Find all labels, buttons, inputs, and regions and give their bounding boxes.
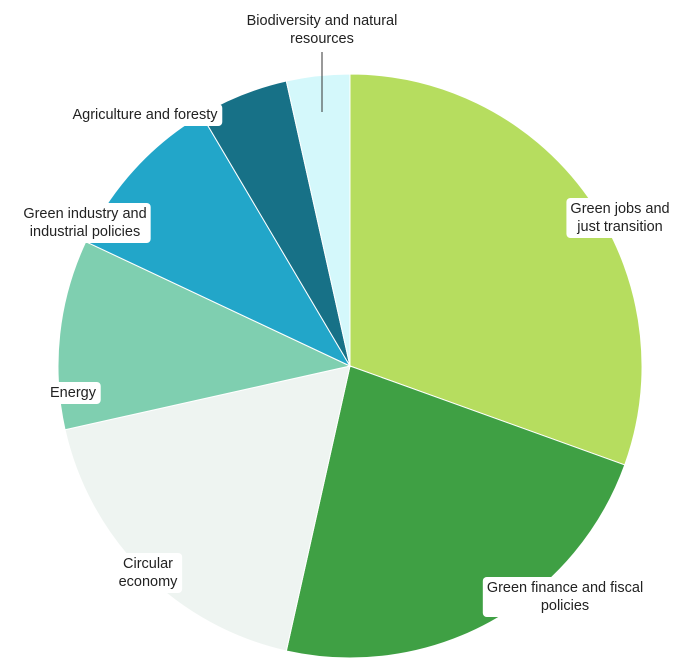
pie-label-line: economy — [119, 574, 179, 590]
pie-label-bg — [242, 10, 402, 50]
pie-label-bg — [46, 382, 101, 404]
pie-label-bg — [482, 577, 648, 617]
pie-label-bg — [19, 203, 151, 243]
pie-slice-3 — [57, 241, 352, 431]
pie-label-6: Biodiversity and natural resources — [242, 10, 402, 50]
pie-label-line: Green jobs and — [570, 201, 669, 217]
pie-label-line: policies — [541, 598, 589, 614]
pie-label-bg — [114, 553, 183, 593]
pie-label-line: Green industry and — [23, 206, 146, 222]
pie-label-3: Energy — [46, 382, 101, 404]
pie-label-line: just transition — [576, 219, 662, 235]
pie-label-line: resources — [290, 31, 354, 47]
pie-label-0: Green jobs and just transition — [566, 198, 674, 238]
pie-label-4: Green industry and industrial policies — [19, 203, 151, 243]
pie-label-bg — [68, 104, 223, 126]
pie-label-line: Circular — [123, 556, 173, 572]
pie-label-5: Agriculture and foresty — [68, 104, 223, 126]
pie-labels: Green jobs and just transition Green finan… — [19, 10, 674, 617]
pie-label-line: Green finance and fiscal — [487, 580, 643, 596]
pie-label-1: Green finance and fiscal policies — [482, 577, 648, 617]
pie-label-bg — [566, 198, 674, 238]
pie-label-line: Biodiversity and natural — [247, 13, 398, 29]
pie-label-line: Energy — [50, 385, 97, 401]
pie-label-line: Agriculture and foresty — [72, 107, 218, 123]
pie-slice-6 — [285, 73, 351, 367]
pie-label-2: Circular economy — [114, 553, 183, 593]
pie-label-line: industrial policies — [30, 224, 140, 240]
pie-slices — [57, 73, 643, 659]
